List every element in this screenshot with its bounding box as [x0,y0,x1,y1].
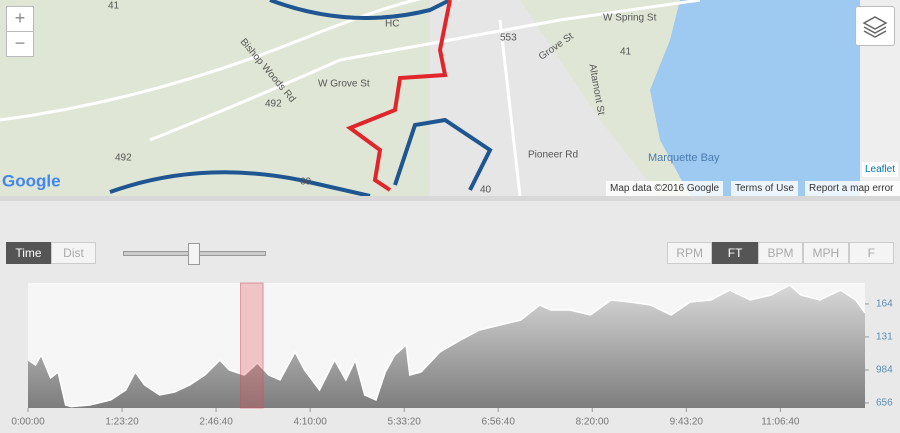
map-data: Map data ©2016 Google [606,181,724,196]
road [498,19,522,196]
x-tick-label: 6:56:40 [482,417,516,428]
x-tick-label: 11:06:40 [761,417,800,428]
x-tick-label: 1:23:20 [105,417,139,428]
route [269,0,451,20]
map-label: 492 [265,99,282,110]
elevation-area [28,285,865,408]
x-tick-label: 2:46:40 [199,417,233,428]
zoom-in[interactable]: + [6,6,34,32]
map-label: 41 [620,47,632,58]
route [109,170,371,196]
unit-button[interactable]: BPM [757,242,804,264]
map-label: 492 [115,153,132,164]
map-label: W Spring St [603,13,657,24]
map-label: 41 [108,1,120,12]
map-label: W Grove St [318,79,370,90]
zoom-out[interactable]: − [6,31,34,57]
leaflet-link[interactable]: Leaflet [862,162,899,177]
divider [0,196,900,201]
mode-button[interactable]: Time [6,242,51,264]
x-tick-label: 9:43:20 [670,417,704,428]
y-tick-label: 656 [876,398,893,409]
report-link[interactable]: Report a map error [805,181,900,196]
map-label: 60 [300,177,312,188]
layers-button[interactable] [855,6,895,46]
elevation-line [27,284,866,408]
road [0,0,460,122]
unit-button[interactable]: MPH [803,242,849,264]
route-highlight [345,0,452,192]
y-tick-label: 131 [876,332,893,343]
google-logo: Google [2,171,61,190]
unit-button[interactable]: RPM [667,242,713,264]
x-tick-label: 5:33:20 [387,417,421,428]
unit-button[interactable]: F [848,242,894,264]
unit-button[interactable]: FT [712,242,758,264]
slider-thumb[interactable] [188,243,200,265]
terms-link[interactable]: Terms of Use [731,181,798,196]
selection [240,282,264,409]
mode-button[interactable]: Dist [51,242,96,264]
route [393,117,493,191]
map: 41 HC 553 W Spring St Grove St Bishop Wo… [0,0,900,196]
map-label: Marquette Bay [648,152,720,164]
plot-area [28,283,865,408]
map-label: 40 [480,185,492,196]
y-tick-label: 164 [876,299,893,310]
x-tick-label: 4:10:00 [293,417,327,428]
y-tick-label: 984 [876,365,893,376]
x-tick-label: 8:20:00 [576,417,610,428]
map-label: HC [385,19,399,30]
road [149,0,701,142]
map-label: 553 [500,33,517,44]
map-label: Pioneer Rd [528,150,578,161]
lake [650,0,860,196]
x-tick-label: 0:00:00 [11,417,45,428]
